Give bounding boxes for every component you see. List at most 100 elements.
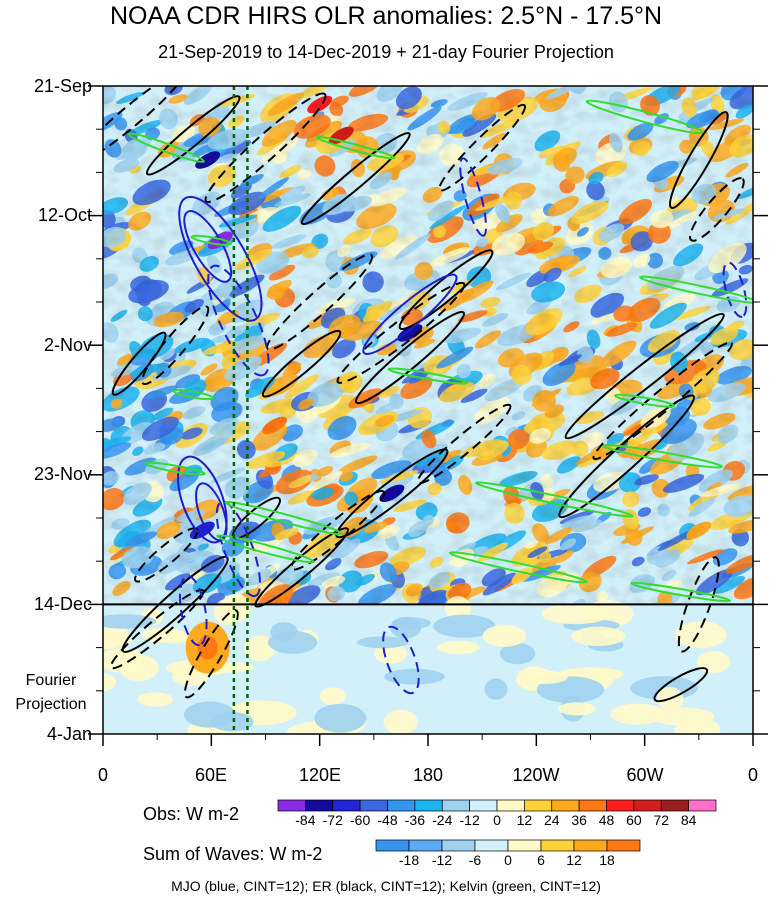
mjo-contour <box>459 157 488 237</box>
colorbar-swatch <box>441 799 470 812</box>
colorbar-tick-label: 72 <box>653 812 670 828</box>
colorbar-tick-label: -12 <box>431 852 453 868</box>
mjo-contour <box>178 575 208 647</box>
er-contour <box>558 394 695 519</box>
x-tick-label-180: 180 <box>412 765 444 785</box>
colorbar-tick-label: 18 <box>599 852 615 868</box>
projection-cell <box>319 687 346 705</box>
kelvin-contour <box>316 135 396 160</box>
er-contour <box>111 331 167 396</box>
er-contour <box>354 310 465 405</box>
kelvin-contour <box>639 275 753 304</box>
colorbar-tick-label: 84 <box>680 812 697 828</box>
colorbar-swatch <box>578 799 607 812</box>
colorbar-tick-label: 48 <box>598 812 615 828</box>
er-contour <box>145 95 241 176</box>
colorbar-swatch <box>332 799 361 812</box>
colorbar-tick-label: -6 <box>468 852 482 868</box>
colorbar-swatch <box>375 839 410 852</box>
er-contour <box>261 329 342 398</box>
colorbar-tick-label: -60 <box>350 812 371 828</box>
x-tick-label-0: 0 <box>97 765 109 785</box>
colorbar-tick-label: -84 <box>295 812 316 828</box>
colorbar-swatch <box>305 799 334 812</box>
colorbar-swatch <box>688 799 717 812</box>
colorbar-tick-label: 36 <box>571 812 587 828</box>
er-contour <box>438 103 527 192</box>
y-tick-label-2-nov: 2-Nov <box>43 335 92 355</box>
kelvin-contour <box>448 551 588 584</box>
projection-cell <box>356 636 409 649</box>
colorbar-tick-label: -18 <box>398 852 420 868</box>
colorbar-swatch <box>573 839 608 852</box>
projection-cell <box>518 670 568 685</box>
colorbar-swatch <box>474 839 509 852</box>
y-tick-label-14-dec: 14-Dec <box>33 594 92 614</box>
mjo-contour <box>382 625 420 695</box>
colorbar-swatch <box>441 839 476 852</box>
x-tick-label-120w: 120W <box>512 765 560 785</box>
projection-cell <box>674 621 727 649</box>
kelvin-contour <box>190 234 233 246</box>
er-contour <box>266 253 374 351</box>
kelvin-contour <box>172 389 214 401</box>
colorbar-tick-label: -72 <box>322 812 343 828</box>
colorbar-swatch <box>633 799 662 812</box>
projection-cell <box>433 614 496 638</box>
projection-cell <box>314 703 367 733</box>
projection-cell <box>558 702 596 716</box>
x-tick-label-120e: 120E <box>298 765 342 785</box>
er-contour <box>103 86 186 164</box>
x-tick-label-0-end: 0 <box>747 765 759 785</box>
er-contour <box>653 667 709 703</box>
er-contour <box>300 132 411 226</box>
contour-legend-footer: MJO (blue, CINT=12); ER (black, CINT=12)… <box>171 878 601 894</box>
projection-anomaly-field <box>103 593 753 734</box>
er-contour <box>204 92 327 203</box>
waves-colorbar-label: Sum of Waves: W m-2 <box>143 844 323 864</box>
er-contour <box>677 556 720 653</box>
er-contour <box>398 249 494 330</box>
mjo-contour <box>207 264 270 377</box>
kelvin-contour <box>602 444 723 469</box>
projection-cell <box>183 701 236 728</box>
anomaly-texture <box>103 86 753 605</box>
waves-colorbar <box>375 839 641 852</box>
mjo-contour <box>177 455 228 544</box>
x-tick-label-60w: 60W <box>626 765 664 785</box>
projection-label-line2: Projection <box>15 696 87 713</box>
projection-cell <box>650 707 715 726</box>
mjo-contour <box>178 195 263 322</box>
projection-cell <box>384 668 445 685</box>
projection-cell <box>103 614 157 629</box>
kelvin-contour <box>224 500 343 536</box>
colorbar-tick-label: -12 <box>459 812 480 828</box>
colorbar-tick-label: 12 <box>566 852 582 868</box>
er-contour <box>183 609 239 699</box>
colorbar-swatch <box>359 799 388 812</box>
mjo-contour <box>362 273 458 355</box>
kelvin-contour <box>144 461 206 476</box>
obs-colorbar-label: Obs: W m-2 <box>143 804 240 824</box>
projection-cell <box>696 650 730 674</box>
projection-cell <box>244 635 276 662</box>
mjo-contour <box>722 261 748 318</box>
colorbar-swatch <box>469 799 498 812</box>
colorbar-swatch <box>414 799 443 812</box>
axis-ticks <box>88 85 768 746</box>
er-contour <box>141 305 210 386</box>
er-contour <box>416 403 512 485</box>
projection-cell <box>383 709 418 734</box>
kelvin-contour <box>387 367 469 385</box>
chart-subtitle: 21-Sep-2019 to 14-Dec-2019 + 21-day Four… <box>158 42 614 62</box>
colorbar-swatch <box>606 799 635 812</box>
projection-cell <box>571 626 626 646</box>
y-tick-label-12-oct: 12-Oct <box>37 205 92 225</box>
obs-colorbar <box>277 799 717 812</box>
colorbar-tick-label: 12 <box>516 812 533 828</box>
projection-cell <box>484 678 508 700</box>
colorbar-tick-label: 6 <box>537 852 545 868</box>
kelvin-contour <box>614 393 676 408</box>
wave-contours <box>103 86 753 703</box>
